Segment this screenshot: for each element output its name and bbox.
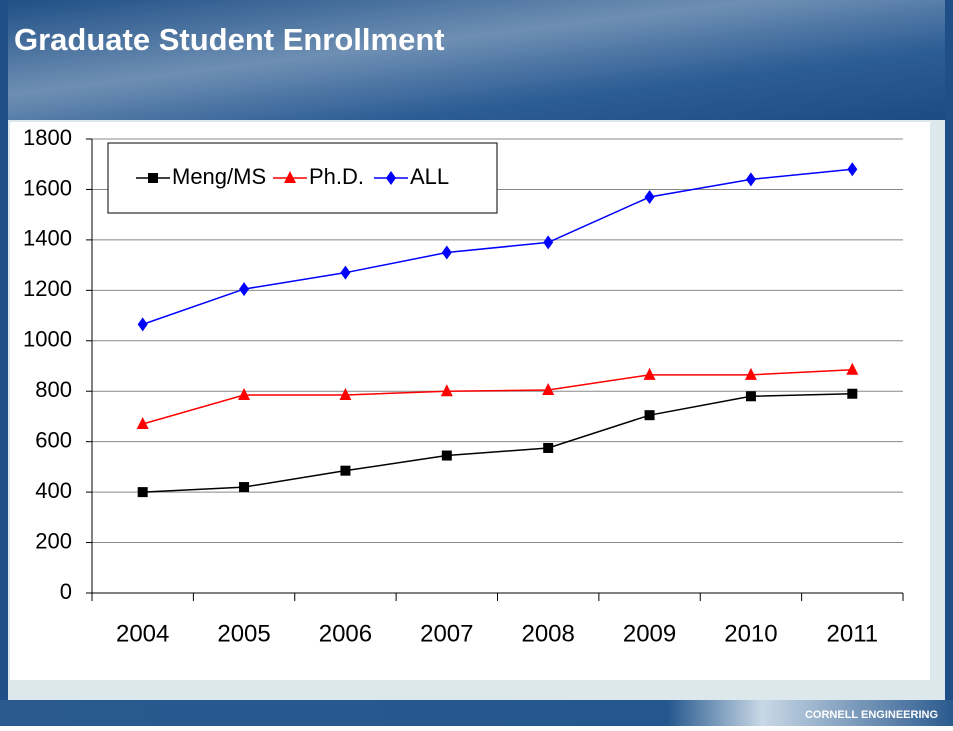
data-point [643,367,656,380]
y-tick-label: 1000 [23,327,72,352]
data-point [238,388,251,401]
x-tick-label: 2011 [827,620,879,647]
y-tick-label: 400 [35,478,72,503]
data-point [340,465,351,476]
series-line [142,168,853,326]
x-tick-label: 2007 [420,620,473,647]
footer-band [0,700,953,726]
data-point [644,410,655,421]
data-point [745,391,756,402]
left-edge [0,0,8,726]
legend-label: Meng/MS [172,164,266,189]
y-tick-label: 200 [35,528,72,553]
data-point [339,388,352,401]
x-tick-label: 2006 [319,620,372,647]
legend-label: ALL [410,164,449,189]
y-tick-label: 1200 [23,276,72,301]
footer-brand: CORNELL ENGINEERING [805,709,938,721]
legend-marker [284,171,296,183]
data-point [239,282,250,297]
data-point [441,245,452,260]
data-point [542,382,555,395]
data-point [543,442,554,453]
y-tick-label: 0 [60,579,72,604]
series-line [142,369,853,425]
data-point [441,450,452,461]
x-tick-label: 2008 [521,620,574,647]
series-line [142,392,853,493]
data-point [744,367,757,380]
x-tick-label: 2004 [116,620,169,647]
slide-title: Graduate Student Enrollment [14,22,445,57]
y-tick-label: 1400 [23,226,72,251]
data-point [137,317,148,332]
x-tick-label: 2010 [724,620,777,647]
y-tick-label: 1600 [23,175,72,200]
y-tick-label: 600 [35,427,72,452]
y-tick-label: 800 [35,377,72,402]
data-point [847,388,858,399]
data-point [745,172,756,187]
x-tick-label: 2009 [623,620,676,647]
data-point [847,162,858,177]
data-point [644,190,655,205]
data-point [543,235,554,250]
plot: 0 200 400 600 800 1000 1200 1400 1600 1800 2004 200… [23,125,904,647]
data-point [440,384,453,397]
data-point [137,487,148,498]
chart-area [10,122,930,680]
legend-marker [386,171,396,185]
data-point [136,417,149,430]
data-point [340,265,351,280]
x-tick-label: 2005 [217,620,270,647]
header-band [0,0,953,120]
y-tick-label: 1800 [23,125,72,150]
right-edge [945,0,953,726]
legend-marker [148,173,158,183]
legend-label: Ph.D. [309,164,364,189]
data-point [846,362,859,375]
data-point [239,482,250,493]
